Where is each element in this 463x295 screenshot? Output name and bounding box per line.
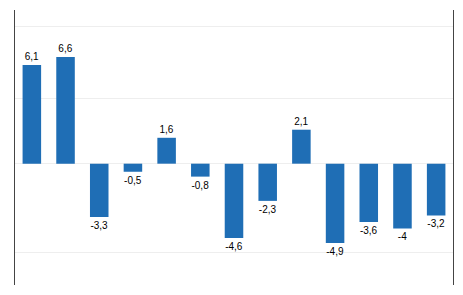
- svg-text:-4,6: -4,6: [225, 241, 243, 252]
- svg-text:-3,3: -3,3: [90, 220, 108, 231]
- svg-text:-3,6: -3,6: [360, 225, 378, 236]
- svg-text:2,1: 2,1: [294, 116, 308, 127]
- svg-text:-2,3: -2,3: [259, 204, 277, 215]
- svg-text:-0,8: -0,8: [191, 180, 209, 191]
- svg-text:-4,9: -4,9: [326, 246, 344, 257]
- svg-text:-4: -4: [398, 231, 407, 242]
- svg-text:6,6: 6,6: [58, 43, 72, 54]
- svg-text:6,1: 6,1: [25, 51, 39, 62]
- svg-text:1,6: 1,6: [159, 124, 173, 135]
- svg-text:-0,5: -0,5: [124, 175, 142, 186]
- svg-text:-3,2: -3,2: [427, 218, 445, 229]
